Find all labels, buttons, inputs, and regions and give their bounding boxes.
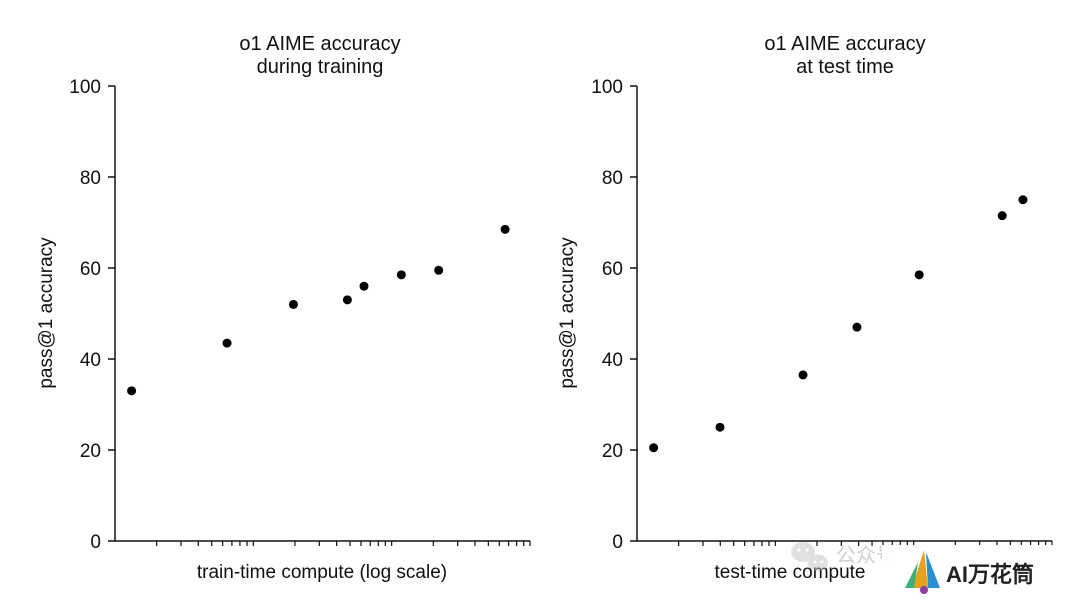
y-tick-label: 40 <box>80 350 101 371</box>
wechat-icon <box>791 542 828 572</box>
chart-subtitle-right: at test time <box>796 56 894 78</box>
chart-panel-right: o1 AIME accuracy at test time 0 20 40 60 80 1… <box>557 33 1053 583</box>
y-tick-label: 20 <box>602 441 623 462</box>
watermark-text: 公众号 <box>836 544 896 567</box>
y-tick-label: 100 <box>591 77 623 98</box>
y-ticks-right: 0 20 40 60 80 100 <box>591 77 637 553</box>
brand-text: AI万花筒 <box>946 562 1034 587</box>
x-axis-label-right: test-time compute <box>715 562 866 583</box>
x-axis-label-left: train-time compute (log scale) <box>197 562 447 583</box>
chart-title-left: o1 AIME accuracy <box>239 33 400 55</box>
y-axis-label-right: pass@1 accuracy <box>557 237 578 389</box>
y-tick-label: 0 <box>90 532 101 553</box>
watermark: 公众号 AI万花筒 <box>791 542 1080 601</box>
data-point <box>288 299 298 309</box>
data-point <box>715 422 725 432</box>
sail-logo-icon <box>905 550 940 594</box>
data-points-left <box>127 224 510 396</box>
y-tick-label: 80 <box>80 168 101 189</box>
y-tick-label: 0 <box>612 532 623 553</box>
data-point <box>342 295 352 305</box>
y-axis-label-left: pass@1 accuracy <box>36 237 57 389</box>
data-point <box>434 265 444 275</box>
y-ticks-left: 0 20 40 60 80 100 <box>69 77 115 553</box>
y-tick-label: 40 <box>602 350 623 371</box>
y-tick-label: 80 <box>602 168 623 189</box>
data-point <box>798 370 808 380</box>
chart-panel-left: o1 AIME accuracy during training 0 20 40 60… <box>36 33 531 583</box>
data-point <box>914 270 924 280</box>
data-point <box>997 211 1007 221</box>
y-tick-label: 60 <box>602 259 623 280</box>
data-point <box>359 281 369 291</box>
x-ticks-left <box>156 541 531 546</box>
data-point <box>222 338 232 348</box>
data-points-right <box>649 195 1028 453</box>
y-tick-label: 20 <box>80 441 101 462</box>
y-tick-label: 60 <box>80 259 101 280</box>
data-point <box>852 322 862 332</box>
x-ticks-right <box>678 541 1053 546</box>
data-point <box>649 443 659 453</box>
y-tick-label: 100 <box>69 77 101 98</box>
chart-subtitle-left: during training <box>257 56 384 78</box>
data-point <box>396 270 406 280</box>
data-point <box>500 224 510 234</box>
data-point <box>127 386 137 396</box>
data-point <box>1018 195 1028 205</box>
chart-title-right: o1 AIME accuracy <box>764 33 925 55</box>
